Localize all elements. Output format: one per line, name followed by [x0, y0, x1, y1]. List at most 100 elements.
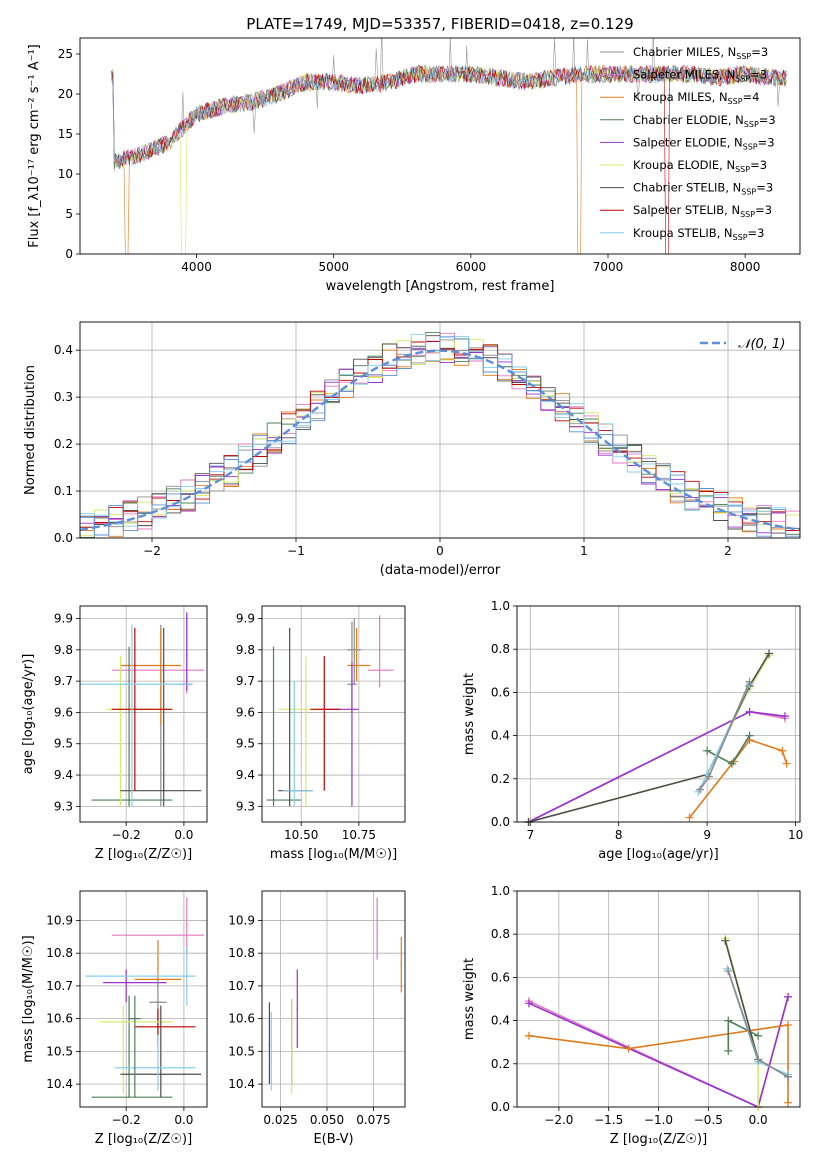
- x-axis-label: mass [log₁₀(M/M☉)]: [270, 847, 397, 862]
- x-tick-label: −0.2: [112, 1113, 141, 1127]
- x-tick-label: −1.5: [594, 1113, 623, 1127]
- y-tick-label: 9.9: [236, 612, 255, 626]
- x-axis-label: E(B-V): [313, 1132, 353, 1147]
- mass-weight-marker: [754, 1055, 763, 1064]
- y-tick-label: 10.6: [228, 1012, 255, 1026]
- y-tick-label: 9.5: [54, 737, 73, 751]
- data-point: [131, 683, 133, 686]
- massweight-vs-metallicity-panel: −2.0 −1.5 −1.0 −0.5 0.0 0.0 0.2 0.4 0.6 0.8 1.0 Z […: [462, 884, 801, 1147]
- y-tick-label: 1.0: [491, 599, 510, 613]
- y-tick-label: 0.8: [491, 642, 510, 656]
- x-tick-label: −0.5: [694, 1113, 723, 1127]
- data-point: [122, 1021, 125, 1023]
- y-tick-label: 0.2: [54, 437, 73, 451]
- x-tick-label: 10: [788, 828, 803, 842]
- mass-weight-marker: [696, 785, 705, 794]
- data-point: [400, 962, 403, 964]
- x-tick-label: 0.075: [356, 1113, 390, 1127]
- data-point: [272, 799, 275, 801]
- y-tick-label: 0: [65, 247, 73, 261]
- y-tick-label: 0.1: [54, 484, 73, 498]
- data-point: [134, 708, 136, 711]
- gaussian-curve: [80, 349, 800, 531]
- data-point: [128, 799, 130, 801]
- mass-vs-metallicity-panel: −0.2 0.0 10.4 10.5 10.6 10.7 10.8 10.9 Z [log₁₀(…: [21, 890, 208, 1147]
- legend-label: Kroupa STELIB, NSSP=3: [633, 226, 764, 242]
- data-point: [157, 1066, 159, 1069]
- y-tick-label: 9.7: [236, 674, 255, 688]
- y-tick-label: 0.4: [491, 1014, 510, 1028]
- y-tick-label: 0.4: [491, 729, 510, 743]
- x-tick-label: −1: [287, 544, 305, 558]
- y-tick-label: 10.7: [46, 979, 73, 993]
- y-axis-label: Normed distribution: [23, 365, 38, 495]
- x-axis-label: (data-model)/error: [380, 563, 501, 578]
- data-point: [160, 1073, 162, 1076]
- mass-weight-marker: [724, 1046, 733, 1055]
- legend-label: Salpeter MILES, NSSP=3: [633, 68, 767, 84]
- y-tick-label: 9.6: [236, 705, 255, 719]
- spectrum-line-8: [111, 65, 787, 254]
- mass-weight-marker: [765, 649, 774, 658]
- y-tick-label: 10.4: [228, 1077, 255, 1091]
- mass-weight-marker: [745, 707, 754, 716]
- mass-vs-ebv-panel: 0.025 0.050 0.075 10.4 10.5 10.6 10.7 10.8 10.9 E…: [228, 890, 406, 1147]
- x-tick-label: 8000: [730, 260, 761, 274]
- mass-weight-marker: [703, 746, 712, 755]
- y-tick-label: 10.7: [228, 979, 255, 993]
- x-axis-label: age [log₁₀(age/yr)]: [598, 847, 719, 862]
- legend-label: Chabrier MILES, NSSP=3: [633, 45, 768, 61]
- age-vs-mass-panel: 10.50 10.75 9.3 9.4 9.5 9.6 9.7 9.8 9.9 mass [log…: [236, 605, 406, 862]
- x-axis-label: Z [log₁₀(Z/Z☉)]: [610, 1132, 707, 1147]
- y-tick-label: 0.3: [54, 390, 73, 404]
- spectrum-line-9: [111, 65, 787, 170]
- x-tick-label: −2: [143, 544, 161, 558]
- y-tick-label: 10.9: [46, 913, 73, 927]
- y-tick-label: 9.6: [54, 705, 73, 719]
- mass-weight-marker: [782, 759, 791, 768]
- legend-label: Kroupa MILES, NSSP=4: [633, 90, 759, 106]
- data-point: [270, 1057, 273, 1059]
- residuals-panel: −2 −1 0 1 2 0.0 0.1 0.2 0.3 0.4 (data-model)/error…: [23, 321, 801, 578]
- mass-weight-marker: [745, 677, 754, 686]
- data-point: [323, 708, 326, 711]
- y-tick-label: 0.2: [491, 1057, 510, 1071]
- y-tick-label: 5: [65, 207, 73, 221]
- mass-weight-line: [528, 710, 786, 822]
- data-point: [268, 1044, 271, 1046]
- y-tick-label: 0.2: [491, 772, 510, 786]
- histogram-step-10: [80, 336, 800, 537]
- data-point: [185, 934, 188, 936]
- mass-weight-marker: [780, 712, 789, 721]
- x-tick-label: 10.50: [284, 828, 318, 842]
- mass-weight-marker: [524, 1031, 533, 1040]
- y-tick-label: 0.0: [54, 531, 73, 545]
- x-tick-label: −0.2: [112, 828, 141, 842]
- x-axis-label: Z [log₁₀(Z/Z☉)]: [95, 1132, 192, 1147]
- mass-weight-line: [528, 653, 770, 822]
- x-tick-label: 1: [580, 544, 588, 558]
- x-tick-label: −2.0: [544, 1113, 573, 1127]
- x-tick-label: 0.0: [174, 828, 193, 842]
- mass-weight-marker: [724, 966, 733, 975]
- y-tick-label: 10.6: [46, 1012, 73, 1026]
- data-point: [160, 664, 162, 667]
- legend-label: Kroupa ELODIE, NSSP=3: [633, 158, 767, 174]
- axes-frame: [261, 890, 406, 1108]
- axes-frame: [516, 890, 801, 1108]
- y-tick-label: 9.4: [54, 768, 73, 782]
- x-tick-label: 0: [436, 544, 444, 558]
- x-tick-label: 9: [703, 828, 711, 842]
- y-tick-label: 9.7: [54, 674, 73, 688]
- mass-weight-line: [528, 1023, 789, 1103]
- data-point: [376, 929, 378, 932]
- y-tick-label: 9.4: [236, 768, 255, 782]
- data-point: [162, 789, 165, 792]
- y-axis-label: age [log₁₀(age/yr)]: [21, 654, 36, 775]
- y-tick-label: 9.9: [54, 612, 73, 626]
- mass-weight-marker: [784, 1072, 793, 1081]
- mass-weight-marker: [784, 1098, 793, 1107]
- x-tick-label: 7: [526, 828, 534, 842]
- data-point: [353, 649, 356, 651]
